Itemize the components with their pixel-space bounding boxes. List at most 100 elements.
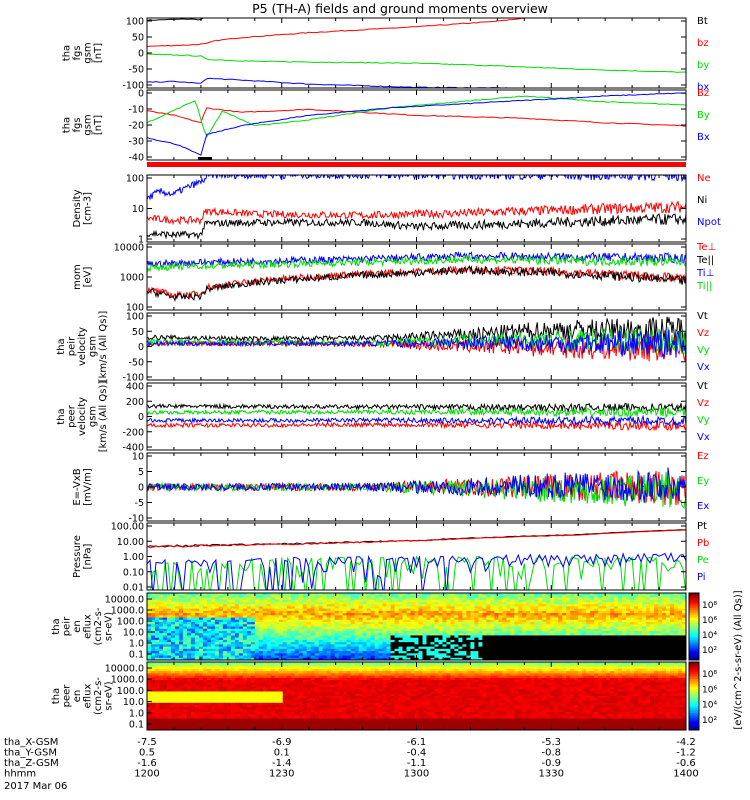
panel-5-legend-1: Vt <box>697 311 708 322</box>
panel-8-legend-3: Pe <box>697 555 709 566</box>
xaxis-row-4-value-3: 1300 <box>404 769 429 780</box>
panel-7-ytick-5: -10 <box>128 514 144 525</box>
panel-2-series-2 <box>147 95 686 138</box>
panel-1-ylabel: gsm <box>82 42 93 63</box>
panel-10-cbtick-2: 10⁶ <box>702 685 717 695</box>
panel-5-series-4 <box>147 329 686 359</box>
panel-9-ylabel: en <box>72 620 83 633</box>
panel-6-series-2 <box>147 420 686 432</box>
panel-7-ylabel: [mV/m] <box>82 468 93 506</box>
panel-9: tha peir en eflux (cm2-s-sr-eV) 10000.01000.0… <box>51 592 717 661</box>
panel-1-ytick-4: -50 <box>128 65 144 76</box>
panel-2-ylabel: fgs <box>72 117 83 132</box>
panel-10-cbtick-4: 10² <box>702 716 717 726</box>
panel-6-ylabel: velocity <box>77 397 88 436</box>
panel-5-ytick-2: 50 <box>132 327 144 338</box>
panel-9-colorbar <box>688 592 700 661</box>
panel-2-legend-3: Bx <box>697 132 710 143</box>
panel-8-ytick-1: 100.00 <box>111 522 144 533</box>
panel-8-ytick-4: 0.10 <box>123 567 144 578</box>
panel-4-legend-2: Te|| <box>696 255 714 266</box>
panel-7-ytick-2: 5 <box>138 467 144 478</box>
panel-2-series-3 <box>147 92 686 156</box>
panel-4: mom [eV] Te⊥ Te|| Ti⊥ Ti|| 10000 1000 100 <box>72 242 717 314</box>
xaxis-row-3-value-4: -0.9 <box>541 758 561 769</box>
panel-10-ytick-1: 10000.0 <box>105 664 144 675</box>
panel-1-ytick-2: 50 <box>132 33 144 44</box>
panel-6-legend-1: Vt <box>697 381 708 392</box>
panel-1-legend-3: by <box>697 60 709 71</box>
panel-9-cbtick-1: 10⁸ <box>702 601 717 611</box>
panel-1-ytick-1: 100 <box>126 17 144 28</box>
panel-4-ylabel: mom <box>72 264 83 290</box>
status-bar <box>147 162 686 167</box>
panel-10-ytick-2: 1000.0 <box>111 675 144 686</box>
panel-9-cbtick-2: 10⁶ <box>702 616 717 626</box>
panel-8-ylabel: Pressure <box>72 535 83 578</box>
panel-8-series-2 <box>147 529 686 549</box>
panel-5: tha peir velocity gsm [km/s (All Qs)] Vt Vz Vy V… <box>56 311 710 384</box>
status-bar-marker <box>198 157 212 160</box>
xaxis-row-label-4: hhmm <box>4 769 36 780</box>
panel-6-ylabel: peer <box>67 404 78 428</box>
panel-10: tha peer en eflux (cm2-s-sr-eV) 10000.01000.0… <box>51 661 717 731</box>
panel-5-legend-4: Vx <box>697 362 710 373</box>
panel-1-legend-1: Bt <box>697 16 708 27</box>
xaxis-row-1-value-2: -6.9 <box>272 737 292 748</box>
panel-10-colorbar <box>688 661 700 731</box>
panel-6-series-1 <box>147 402 686 414</box>
panel-10-ylabel: (cm2-s- <box>93 677 104 715</box>
panel-9-cbtick-4: 10² <box>702 646 717 656</box>
panel-4-series-1 <box>147 264 686 300</box>
bottom-axis: tha_X-GSM -7.5 -6.9 -6.1 -5.3 -4.2 tha_Y-GSM 0.… <box>4 737 699 792</box>
panel-1: tha fgs gsm [nT] Bt bz by bx 100 50 0 -50 -100 <box>61 16 709 93</box>
panel-2-legend-2: By <box>697 110 710 121</box>
panel-3-ytick-1: 100 <box>126 174 144 185</box>
panel-10-ylabel: en <box>72 690 83 703</box>
panel-3-ylabel: [cm-3] <box>82 192 93 225</box>
panel-5-series-1 <box>147 316 686 345</box>
panel-9-ytick-5: 1.0 <box>129 639 144 650</box>
panel-1-ylabel: [nT] <box>93 43 104 63</box>
panel-7-legend-3: Ex <box>697 501 709 512</box>
xaxis-row-3-value-3: -1.1 <box>407 758 427 769</box>
panel-4-legend-1: Te⊥ <box>696 242 716 253</box>
xaxis-row-1-value-3: -6.1 <box>407 737 427 748</box>
panel-4-ytick-3: 100 <box>126 303 144 314</box>
panel-9-ytick-6: 0.1 <box>129 650 144 661</box>
xaxis-row-3-value-2: -1.4 <box>272 758 292 769</box>
panel-10-cbtick-1: 10⁸ <box>702 670 717 680</box>
panel-3-series-3 <box>147 175 686 201</box>
panel-10-ytick-6: 0.1 <box>129 720 144 731</box>
panel-5-ylabel: [km/s (All Qs)] <box>98 311 109 383</box>
panel-6-legend-2: Vz <box>697 398 709 409</box>
panel-8-series-4 <box>147 551 686 590</box>
panel-6-ytick-3: 0 <box>138 412 144 423</box>
panel-10-ytick-3: 100.0 <box>117 686 144 697</box>
panel-1-legend-2: bz <box>697 38 709 49</box>
panel-3-legend-2: Ni <box>697 195 707 206</box>
panel-1-series-2 <box>147 18 527 48</box>
panel-2: tha fgs gsm [nT] Bz By Bx 0 -10 -20 -30 -40 <box>61 88 710 164</box>
panel-5-ylabel: gsm <box>88 336 99 357</box>
panel-7-ylabel: E=-VxB <box>72 468 83 505</box>
panel-4-ylabel: [eV] <box>82 267 93 288</box>
panel-5-ylabel: velocity <box>77 327 88 366</box>
panel-6-series-4 <box>147 414 686 427</box>
panel-10-cbtick-3: 10⁴ <box>702 701 717 711</box>
xaxis-row-4-value-5: 1400 <box>673 769 698 780</box>
panel-1-ylabel: tha <box>61 45 72 61</box>
panel-8-legend-2: Pb <box>697 538 709 549</box>
xaxis-row-2-value-3: -0.4 <box>407 748 427 759</box>
xaxis-row-4-value-1: 1200 <box>134 769 159 780</box>
panel-9-ylabel: tha <box>51 618 62 634</box>
panel-1-legend-4: bx <box>697 82 709 93</box>
panel-5-legend-3: Vy <box>697 345 710 356</box>
panel-5-legend-2: Vz <box>697 328 709 339</box>
panel-5-ytick-4: -50 <box>128 357 144 368</box>
panel-3-legend-3: Npot <box>697 217 721 228</box>
xaxis-row-3-value-1: -1.6 <box>137 758 157 769</box>
panel-8-ytick-3: 1.00 <box>123 552 144 563</box>
